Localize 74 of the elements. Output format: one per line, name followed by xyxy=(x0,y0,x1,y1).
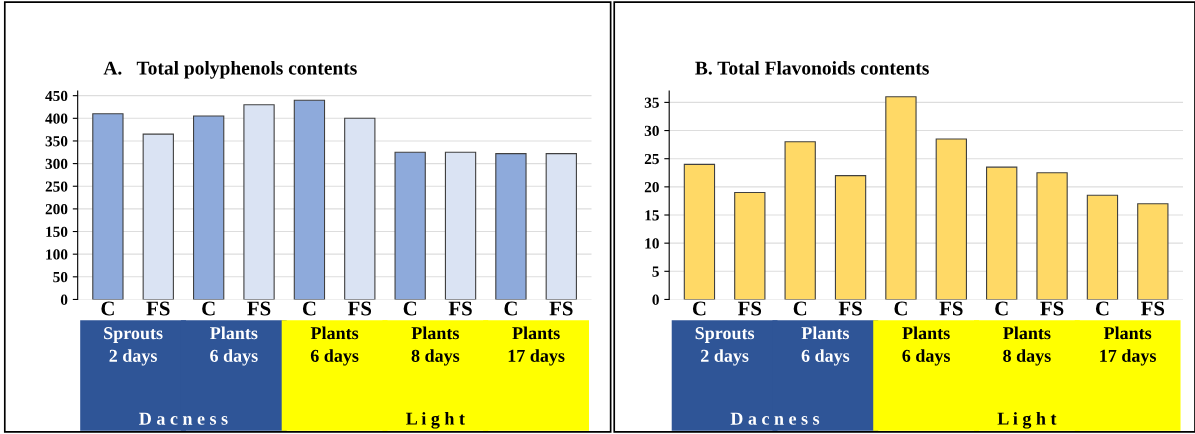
bar xyxy=(683,163,716,300)
y-tick-label: 20 xyxy=(644,182,659,193)
text: Plants 17 days xyxy=(508,326,565,366)
x-tick-label: FS xyxy=(146,301,170,316)
x-tick-label: C xyxy=(302,301,316,316)
y-tick-label: 5 xyxy=(652,266,659,277)
x-tick-label: FS xyxy=(247,301,271,316)
text: Plants 8 days xyxy=(411,326,460,366)
x-tick-label: FS xyxy=(838,301,862,316)
bar xyxy=(243,104,275,300)
text: Plants 6 days xyxy=(310,326,359,366)
bar xyxy=(495,153,527,300)
bar xyxy=(92,113,124,300)
y-tick-label: 0 xyxy=(652,294,659,305)
text: D a c n e s s xyxy=(139,412,228,425)
bar xyxy=(545,153,577,300)
x-tick-label: C xyxy=(894,301,907,316)
bar xyxy=(885,96,917,300)
text: L i g h t xyxy=(406,412,465,429)
bar xyxy=(293,99,326,300)
x-tick-label: FS xyxy=(1141,301,1165,316)
y-tick-label: 150 xyxy=(46,226,68,237)
bar xyxy=(1086,194,1119,300)
x-tick-label: FS xyxy=(448,301,472,316)
text: Plants 6 days xyxy=(902,326,951,366)
bar xyxy=(935,138,967,300)
y-tick-label: 250 xyxy=(45,181,68,192)
x-tick-label: C xyxy=(692,301,706,316)
y-tick-label: 450 xyxy=(45,90,68,102)
text: D a c n e s s xyxy=(730,412,820,425)
y-tick-label: 30 xyxy=(644,125,659,136)
bar xyxy=(344,117,376,300)
bar xyxy=(1036,172,1068,300)
text: Plants 6 days xyxy=(210,326,258,366)
y-tick-label: 200 xyxy=(45,204,68,215)
bar xyxy=(192,115,225,300)
y-tick-label: 25 xyxy=(644,153,659,165)
bar xyxy=(784,141,816,300)
x-tick-label: C xyxy=(995,301,1008,316)
bar xyxy=(1137,203,1169,300)
y-tick-label: 10 xyxy=(645,238,659,249)
text: Sprouts 2 days xyxy=(695,327,755,366)
y-tick-label: 35 xyxy=(644,97,659,108)
chart-title: A. Total polyphenols contents xyxy=(103,60,357,79)
bar xyxy=(394,151,426,300)
bar xyxy=(986,166,1018,300)
x-tick-label: C xyxy=(1095,301,1109,316)
y-tick-label: 400 xyxy=(45,113,68,124)
chart-title: B. Total Flavonoids contents xyxy=(695,60,929,75)
bar xyxy=(444,151,477,300)
x-tick-label: FS xyxy=(549,301,573,316)
text: Plants 17 days xyxy=(1100,326,1157,366)
x-tick-label: C xyxy=(504,301,517,316)
y-tick-label: 15 xyxy=(645,210,659,221)
x-tick-label: C xyxy=(202,301,215,316)
y-tick-label: 100 xyxy=(46,249,68,260)
bar xyxy=(142,133,174,300)
x-tick-label: FS xyxy=(939,301,963,316)
x-tick-label: C xyxy=(403,301,417,316)
y-tick-label: 300 xyxy=(45,158,68,170)
text: Sprouts 2 days xyxy=(104,327,163,366)
x-tick-label: FS xyxy=(1040,301,1064,316)
y-tick-label: 350 xyxy=(45,136,68,147)
bar xyxy=(834,175,867,300)
x-tick-label: C xyxy=(101,301,114,316)
text: L i g h t xyxy=(997,412,1057,429)
y-tick-label: 50 xyxy=(53,271,68,283)
y-tick-label: 0 xyxy=(60,294,68,305)
text: Plants 6 days xyxy=(801,326,850,366)
x-tick-label: FS xyxy=(347,301,372,316)
bar xyxy=(734,191,766,300)
x-tick-label: FS xyxy=(738,301,762,316)
text: Plants 8 days xyxy=(1003,326,1051,366)
x-tick-label: C xyxy=(793,301,807,316)
